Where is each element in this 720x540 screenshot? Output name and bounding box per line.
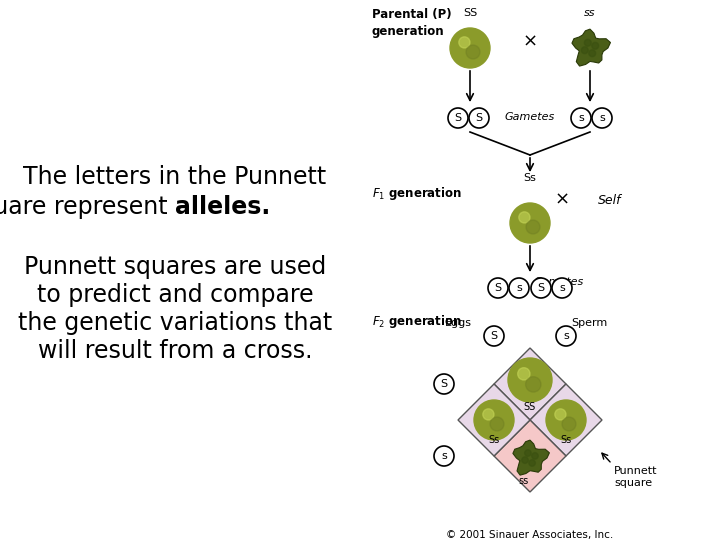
- Circle shape: [555, 409, 566, 420]
- Text: ×: ×: [523, 33, 538, 51]
- Text: s: s: [441, 451, 447, 461]
- Text: ×: ×: [554, 191, 570, 209]
- Text: S: S: [441, 379, 448, 389]
- Text: Gametes: Gametes: [505, 112, 555, 122]
- Circle shape: [546, 400, 586, 440]
- Text: the genetic variations that: the genetic variations that: [18, 311, 332, 335]
- Circle shape: [552, 278, 572, 298]
- Text: SS: SS: [463, 8, 477, 18]
- Text: Eggs: Eggs: [445, 318, 472, 328]
- Text: Self: Self: [598, 193, 621, 206]
- Text: s: s: [516, 283, 522, 293]
- Text: S: S: [454, 113, 462, 123]
- Text: © 2001 Sinauer Associates, Inc.: © 2001 Sinauer Associates, Inc.: [446, 530, 613, 540]
- Circle shape: [525, 450, 531, 456]
- Text: s: s: [578, 113, 584, 123]
- Text: S: S: [475, 113, 482, 123]
- Circle shape: [488, 278, 508, 298]
- Circle shape: [522, 457, 528, 463]
- Text: Punnett
square: Punnett square: [614, 466, 657, 488]
- Circle shape: [592, 42, 598, 49]
- Circle shape: [581, 47, 588, 53]
- Text: $F_2$ generation: $F_2$ generation: [372, 313, 462, 330]
- Text: Ss: Ss: [560, 435, 572, 445]
- Circle shape: [483, 409, 494, 420]
- Text: ss: ss: [584, 8, 595, 18]
- Circle shape: [589, 50, 595, 57]
- Circle shape: [490, 417, 504, 431]
- Polygon shape: [530, 384, 602, 456]
- Text: Ss: Ss: [523, 173, 536, 183]
- Text: square represent: square represent: [0, 195, 175, 219]
- Circle shape: [556, 326, 576, 346]
- Text: SS: SS: [524, 402, 536, 412]
- Circle shape: [466, 45, 480, 59]
- Circle shape: [526, 220, 540, 234]
- Polygon shape: [458, 384, 530, 456]
- Text: s: s: [563, 331, 569, 341]
- Text: S: S: [490, 331, 498, 341]
- Polygon shape: [494, 348, 566, 420]
- Circle shape: [529, 460, 536, 466]
- Circle shape: [562, 417, 576, 431]
- Circle shape: [518, 368, 530, 380]
- Text: The letters in the Punnett: The letters in the Punnett: [23, 165, 327, 189]
- Circle shape: [519, 212, 530, 223]
- Circle shape: [448, 108, 468, 128]
- Text: $F_1$ generation: $F_1$ generation: [372, 185, 462, 202]
- Text: will result from a cross.: will result from a cross.: [37, 339, 312, 363]
- Text: s: s: [559, 283, 565, 293]
- Circle shape: [508, 358, 552, 402]
- Circle shape: [532, 453, 539, 459]
- Circle shape: [434, 374, 454, 394]
- Polygon shape: [572, 29, 611, 66]
- Circle shape: [459, 37, 470, 48]
- Text: to predict and compare: to predict and compare: [37, 283, 313, 307]
- Circle shape: [571, 108, 591, 128]
- Text: S: S: [495, 283, 502, 293]
- Circle shape: [484, 326, 504, 346]
- Circle shape: [510, 203, 550, 243]
- Circle shape: [531, 278, 551, 298]
- Text: Parental (P)
generation: Parental (P) generation: [372, 8, 451, 38]
- Circle shape: [592, 108, 612, 128]
- Text: Punnett squares are used: Punnett squares are used: [24, 255, 326, 279]
- Text: alleles.: alleles.: [175, 195, 270, 219]
- Circle shape: [585, 39, 591, 46]
- Polygon shape: [513, 440, 549, 475]
- Text: Gametes: Gametes: [534, 277, 584, 287]
- Polygon shape: [494, 420, 566, 492]
- Circle shape: [474, 400, 514, 440]
- Text: s: s: [599, 113, 605, 123]
- Circle shape: [526, 377, 541, 392]
- Text: Ss: Ss: [488, 435, 500, 445]
- Circle shape: [434, 446, 454, 466]
- Text: Sperm: Sperm: [571, 318, 607, 328]
- Circle shape: [509, 278, 529, 298]
- Circle shape: [469, 108, 489, 128]
- Text: S: S: [537, 283, 544, 293]
- Circle shape: [450, 28, 490, 68]
- Text: ss: ss: [519, 476, 529, 486]
